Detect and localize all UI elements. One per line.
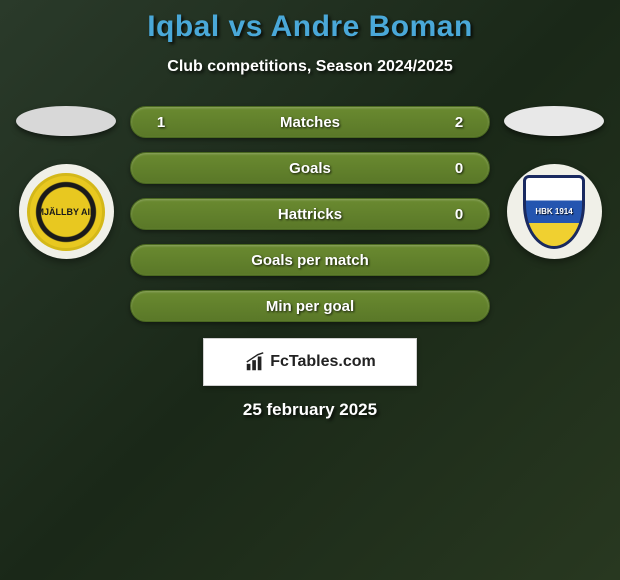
stat-label: Matches <box>173 114 447 131</box>
stat-label: Goals <box>173 160 447 177</box>
club-crest-left-inner: MJÄLLBY AIF <box>27 173 105 251</box>
stat-row-goals: Goals 0 <box>130 152 490 184</box>
stat-right-value: 0 <box>447 206 471 223</box>
right-player-column: HBK 1914 <box>504 106 604 259</box>
club-crest-right-inner: HBK 1914 <box>523 175 585 249</box>
stat-label: Min per goal <box>173 298 447 315</box>
stat-row-matches: 1 Matches 2 <box>130 106 490 138</box>
player-photo-left <box>16 106 116 136</box>
watermark-text: FcTables.com <box>270 353 376 371</box>
chart-icon <box>244 351 266 373</box>
stat-right-value: 0 <box>447 160 471 177</box>
player-photo-right <box>504 106 604 136</box>
watermark[interactable]: FcTables.com <box>203 338 417 386</box>
stat-left-value: 1 <box>149 114 173 131</box>
stat-row-min-per-goal: Min per goal <box>130 290 490 322</box>
main-row: MJÄLLBY AIF 1 Matches 2 Goals 0 Hattrick… <box>0 106 620 322</box>
stat-label: Hattricks <box>173 206 447 223</box>
stat-row-goals-per-match: Goals per match <box>130 244 490 276</box>
club-crest-left: MJÄLLBY AIF <box>19 164 114 259</box>
stat-right-value: 2 <box>447 114 471 131</box>
stats-column: 1 Matches 2 Goals 0 Hattricks 0 Goals pe… <box>130 106 490 322</box>
stat-label: Goals per match <box>173 252 447 269</box>
club-crest-right: HBK 1914 <box>507 164 602 259</box>
stat-row-hattricks: Hattricks 0 <box>130 198 490 230</box>
date-label: 25 february 2025 <box>0 400 620 420</box>
page-title: Iqbal vs Andre Boman <box>0 10 620 44</box>
left-player-column: MJÄLLBY AIF <box>16 106 116 259</box>
subtitle: Club competitions, Season 2024/2025 <box>0 58 620 76</box>
comparison-card: Iqbal vs Andre Boman Club competitions, … <box>0 0 620 420</box>
